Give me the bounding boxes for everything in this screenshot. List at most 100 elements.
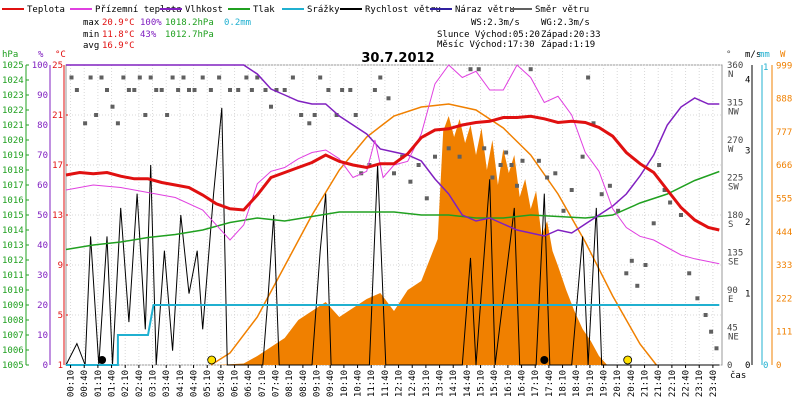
plot-area <box>65 64 720 366</box>
legend: Teplota Přízemní teplota Vlhkost Tlak Srážky… <box>2 5 589 15</box>
wind-direction-point <box>263 88 268 92</box>
wind-direction-point <box>703 313 708 317</box>
wind-direction-point <box>545 175 550 180</box>
x-tick-label: 22:10 <box>668 370 678 397</box>
wind-direction-point <box>498 163 503 167</box>
x-tick-label: 02:40 <box>135 370 145 397</box>
info-block: WS:2.3m/s WG:2.3m/s Slunce Východ:05:20 … <box>437 18 601 50</box>
wind-direction-point <box>424 196 429 201</box>
axis-tick-w: 888 <box>776 95 792 105</box>
wind-direction-point <box>392 171 396 176</box>
axis-tick-pct: 0 <box>43 361 48 371</box>
wind-direction-point <box>599 192 604 197</box>
x-tick-label: 05:40 <box>217 370 227 397</box>
legend-label: Vlhkost <box>185 5 223 15</box>
stat-max-temp: 20.9°C <box>102 18 135 28</box>
wind-direction-point <box>476 67 481 72</box>
wind-direction-point <box>137 75 142 80</box>
wind-direction-point <box>536 158 541 163</box>
wind-direction-point <box>236 88 241 92</box>
wind-direction-point <box>509 163 514 167</box>
axis-tick-ms: 0 <box>745 361 750 371</box>
x-tick-label: 18:40 <box>572 370 582 397</box>
legend-label: Rychlost větru <box>365 5 441 15</box>
x-tick-label: 00:10 <box>67 370 77 397</box>
wind-direction-point <box>121 75 126 80</box>
axis-tick-w: 333 <box>776 261 792 271</box>
axis-tick-w: 222 <box>776 294 792 304</box>
info-moon: Měsíc Východ:17:30 <box>437 40 535 50</box>
x-tick-label: 17:10 <box>531 370 541 397</box>
wind-direction-point <box>181 75 186 80</box>
axis-tick-dir: N <box>728 70 733 80</box>
wind-direction-point <box>504 150 509 155</box>
wind-direction-point <box>187 88 191 92</box>
axis-tick-hpa: 1010 <box>2 286 24 296</box>
x-tick-label: 15:10 <box>477 370 487 397</box>
axis-tick-degc: 9 <box>58 261 63 271</box>
axis-tick-pct: 50 <box>37 211 48 221</box>
wind-direction-point <box>115 121 120 126</box>
wind-direction-point <box>607 183 612 188</box>
solar-area <box>216 116 608 365</box>
axis-tick-ms: 1 <box>745 290 750 300</box>
wind-direction-point <box>132 88 137 92</box>
solar-theoretical-line <box>210 103 657 366</box>
x-tick-label: 01:40 <box>108 370 118 397</box>
axis-tick-degc: 21 <box>52 111 63 121</box>
x-tick-label: 07:40 <box>272 370 282 397</box>
stat-max-hum: 100% <box>140 18 162 28</box>
wind-direction-point <box>372 88 377 92</box>
axis-title-ms: m/s <box>745 50 761 60</box>
axis-tick-dir: SW <box>728 183 739 193</box>
wind-direction-point <box>307 121 312 126</box>
x-tick-label: 17:40 <box>545 370 555 397</box>
x-tick-label: 02:10 <box>121 370 131 397</box>
x-tick-label: 04:10 <box>176 370 186 397</box>
info-sun-set: Západ:20:33 <box>541 30 601 40</box>
axis-tick-pct: 80 <box>37 121 48 131</box>
x-tick-label: 18:10 <box>559 370 569 397</box>
wind-direction-point <box>416 163 421 167</box>
axis-tick-dir: E <box>728 295 733 305</box>
wind-direction-point <box>651 221 656 226</box>
axis-tick-hpa: 1019 <box>2 151 24 161</box>
wind-direction-point <box>244 75 249 80</box>
stat-max-label: max <box>83 18 100 28</box>
axis-tick-deg: 90 <box>727 286 738 296</box>
wind-direction-point <box>94 113 99 117</box>
stat-min-hum: 43% <box>140 30 157 40</box>
rain-line <box>66 304 720 366</box>
wind-direction-point <box>165 113 170 117</box>
pressure-line <box>65 170 720 251</box>
axis-tick-deg: 270 <box>727 136 743 146</box>
axis-tick-ms: 2 <box>745 218 750 228</box>
axis-tick-hpa: 1024 <box>2 76 24 86</box>
wind-direction-point <box>515 183 519 188</box>
axis-tick-w: 0 <box>776 361 781 371</box>
axis-tick-hpa: 1012 <box>2 256 24 266</box>
wind-direction-point <box>709 329 714 334</box>
axis-title-deg: ° <box>726 50 731 60</box>
wind-direction-point <box>657 163 662 167</box>
wind-direction-point <box>69 75 74 80</box>
wind-direction-point <box>200 75 205 80</box>
x-tick-label: 20:40 <box>627 370 637 397</box>
axis-tick-deg: 225 <box>727 174 743 184</box>
legend-label: Směr větru <box>535 5 589 15</box>
x-tick-label: 05:10 <box>203 370 213 397</box>
wind-direction-point <box>679 213 683 217</box>
sunrise-icon <box>207 355 217 365</box>
wind-direction-point <box>553 171 558 176</box>
wind-direction-point <box>635 283 640 288</box>
wind-direction-point <box>643 263 648 267</box>
axis-tick-pct: 60 <box>37 181 48 191</box>
wind-direction-point <box>340 88 345 92</box>
x-tick-label: 20:10 <box>613 370 623 397</box>
legend-label: Srážky <box>307 5 340 15</box>
wind-direction-point <box>668 200 673 205</box>
legend-label: Tlak <box>253 5 275 15</box>
wind-direction-point <box>714 346 719 351</box>
axis-tick-dir: S <box>728 220 733 230</box>
